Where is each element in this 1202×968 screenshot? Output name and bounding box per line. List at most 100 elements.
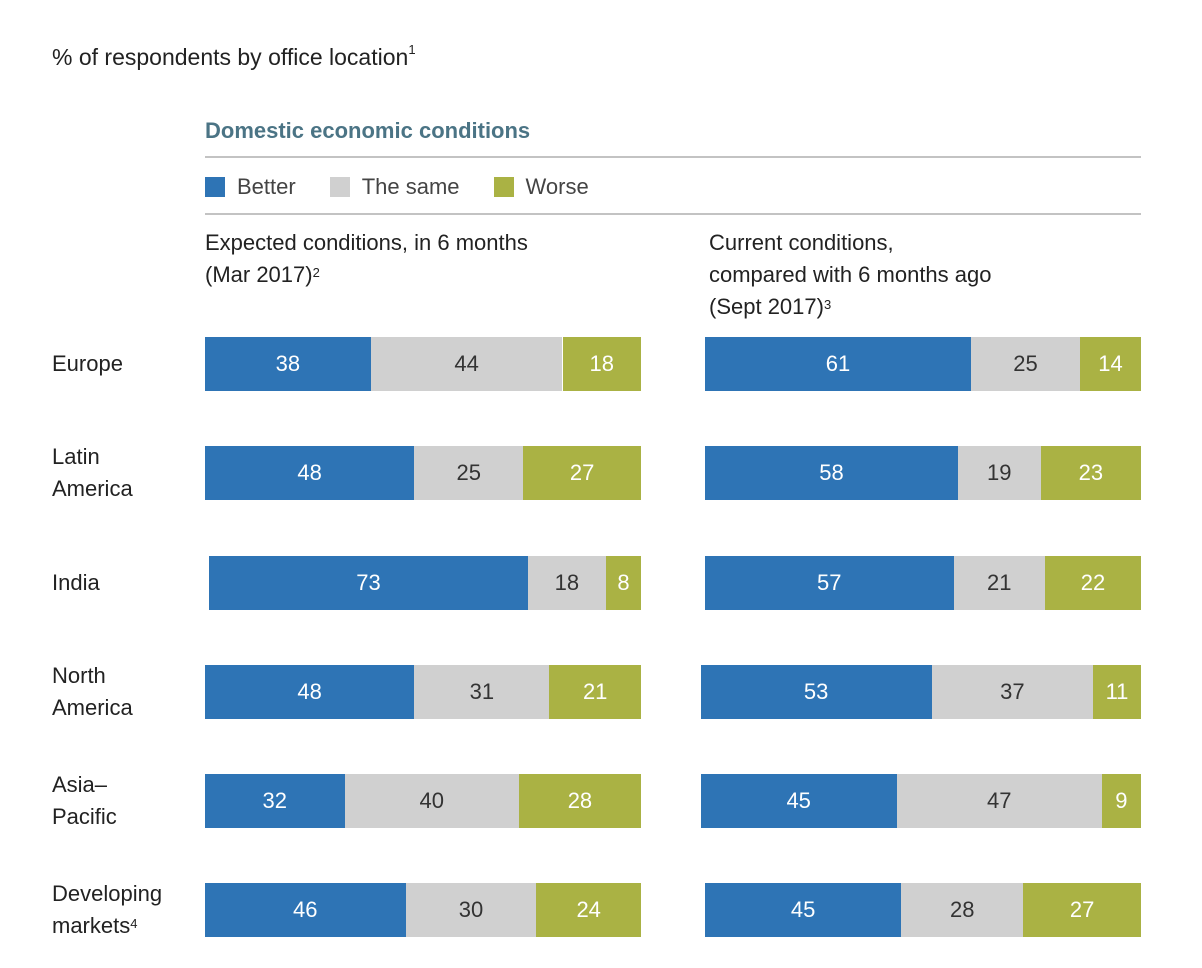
data-label: 18: [554, 570, 580, 595]
row-label-asia-pacific: Asia– Pacific: [52, 769, 117, 833]
chart-subtitle: % of respondents by office location1: [52, 42, 416, 71]
bar-segment-expected-north-america-same: 31: [414, 665, 550, 719]
bar-segment-expected-europe-better: 38: [205, 337, 371, 391]
chart-title: Domestic economic conditions: [205, 118, 531, 143]
data-label: 73: [356, 570, 381, 595]
legend-swatch-worse: [493, 177, 514, 197]
bar-segment-expected-europe-same: 44: [370, 337, 563, 391]
row-label-north-america: North America: [52, 660, 133, 724]
subtitle-text: % of respondents by office location: [52, 44, 409, 70]
data-label: 27: [569, 460, 595, 485]
bar-segment-expected-asia-pacific-worse: 28: [518, 774, 641, 828]
data-label: 37: [1000, 679, 1025, 704]
bar-segment-current-developing-markets-same: 28: [901, 883, 1024, 937]
top-rule: [205, 156, 1141, 158]
panel-heading-line: (Sept 2017)3: [709, 291, 992, 323]
data-label: 47: [987, 788, 1012, 813]
legend: Better The same Worse: [205, 174, 623, 200]
bar-segment-expected-europe-worse: 18: [562, 337, 641, 391]
bar-segment-current-north-america-better: 53: [700, 665, 932, 719]
bar-segment-current-india-worse: 22: [1045, 556, 1141, 610]
bar-segment-current-europe-better: 61: [705, 337, 971, 391]
bar-segment-current-asia-pacific-worse: 9: [1101, 774, 1141, 828]
data-label: 48: [297, 679, 322, 704]
panel-heading-current: Current conditions, compared with 6 mont…: [709, 227, 992, 323]
bar-segment-expected-asia-pacific-better: 32: [205, 774, 345, 828]
data-label: 61: [825, 351, 851, 376]
bar-segment-current-asia-pacific-better: 45: [700, 774, 897, 828]
bar-segment-current-india-better: 57: [705, 556, 954, 610]
data-label: 25: [1013, 351, 1038, 376]
data-label: 19: [987, 460, 1012, 485]
bar-segment-current-developing-markets-better: 45: [705, 883, 902, 937]
bar-segment-expected-india-worse: 8: [606, 556, 641, 610]
row-label-europe: Europe: [52, 348, 123, 380]
data-label: 27: [1069, 897, 1095, 922]
bar-segment-current-north-america-same: 37: [931, 665, 1093, 719]
bar-segment-current-developing-markets-worse: 27: [1023, 883, 1141, 937]
row-label-india: India: [52, 567, 100, 599]
row-label-line: Asia–: [52, 772, 108, 797]
data-label: 21: [582, 679, 608, 704]
data-label: 18: [589, 351, 614, 376]
data-label: 31: [469, 679, 495, 704]
bar-segment-expected-india-better: 73: [209, 556, 528, 610]
panel-heading-line: (Mar 2017)2: [205, 259, 528, 291]
data-label: 48: [297, 460, 322, 485]
row-label-developing-markets: Developing markets4: [52, 878, 162, 942]
legend-rule: [205, 213, 1141, 215]
data-label: 44: [454, 351, 479, 376]
bar-segment-expected-north-america-better: 48: [205, 665, 415, 719]
legend-swatch-better: [205, 177, 225, 197]
data-label: 38: [275, 351, 301, 376]
legend-swatch-same: [329, 177, 350, 197]
row-label-line: India: [52, 570, 100, 595]
data-label: 24: [576, 897, 601, 922]
legend-label-worse: Worse: [525, 174, 589, 199]
data-label: 11: [1105, 679, 1129, 704]
row-label-line: America: [52, 476, 133, 501]
legend-label-better: Better: [237, 174, 296, 199]
panel-heading-footnote: 2: [312, 265, 320, 280]
bar-segment-expected-developing-markets-worse: 24: [536, 883, 641, 937]
subtitle-footnote: 1: [408, 42, 416, 57]
bar-segment-current-latin-america-same: 19: [957, 446, 1041, 500]
data-label: 45: [786, 788, 811, 813]
data-label: 58: [819, 460, 844, 485]
legend-item-better: Better: [205, 174, 296, 200]
bar-segment-expected-latin-america-better: 48: [205, 446, 415, 500]
bar-segment-expected-developing-markets-same: 30: [405, 883, 537, 937]
legend-item-worse: Worse: [493, 174, 589, 200]
bar-segment-expected-latin-america-same: 25: [414, 446, 524, 500]
data-label: 14: [1098, 351, 1123, 376]
panel-heading-footnote: 3: [823, 297, 832, 312]
data-label: 8: [617, 570, 630, 595]
bar-segment-expected-developing-markets-better: 46: [205, 883, 406, 937]
data-label: 21: [987, 570, 1012, 595]
row-label-line: America: [52, 695, 133, 720]
data-label: 45: [790, 897, 816, 922]
row-label-line: Latin: [52, 444, 100, 469]
data-label: 32: [262, 788, 287, 813]
row-label-footnote: 4: [130, 916, 138, 931]
row-label-line: Pacific: [52, 804, 117, 829]
data-label: 28: [949, 897, 975, 922]
bar-segment-current-latin-america-better: 58: [705, 446, 958, 500]
bar-segment-current-europe-same: 25: [971, 337, 1080, 391]
bar-segment-expected-latin-america-worse: 27: [523, 446, 641, 500]
bar-segment-expected-asia-pacific-same: 40: [344, 774, 519, 828]
legend-item-same: The same: [329, 174, 460, 200]
row-label-line: Europe: [52, 351, 123, 376]
legend-label-same: The same: [361, 174, 460, 199]
data-label: 22: [1080, 570, 1106, 595]
row-label-line: North: [52, 663, 106, 688]
row-label-line: Developing: [52, 881, 163, 906]
bar-segment-current-india-same: 21: [953, 556, 1046, 610]
bar-segment-expected-north-america-worse: 21: [549, 665, 641, 719]
data-label: 28: [567, 788, 593, 813]
row-label-latin-america: Latin America: [52, 441, 133, 505]
data-label: 25: [456, 460, 482, 485]
panel-heading-expected: Expected conditions, in 6 months (Mar 20…: [205, 227, 528, 291]
panel-heading-text: (Sept 2017): [709, 294, 824, 319]
data-label: 57: [817, 570, 842, 595]
